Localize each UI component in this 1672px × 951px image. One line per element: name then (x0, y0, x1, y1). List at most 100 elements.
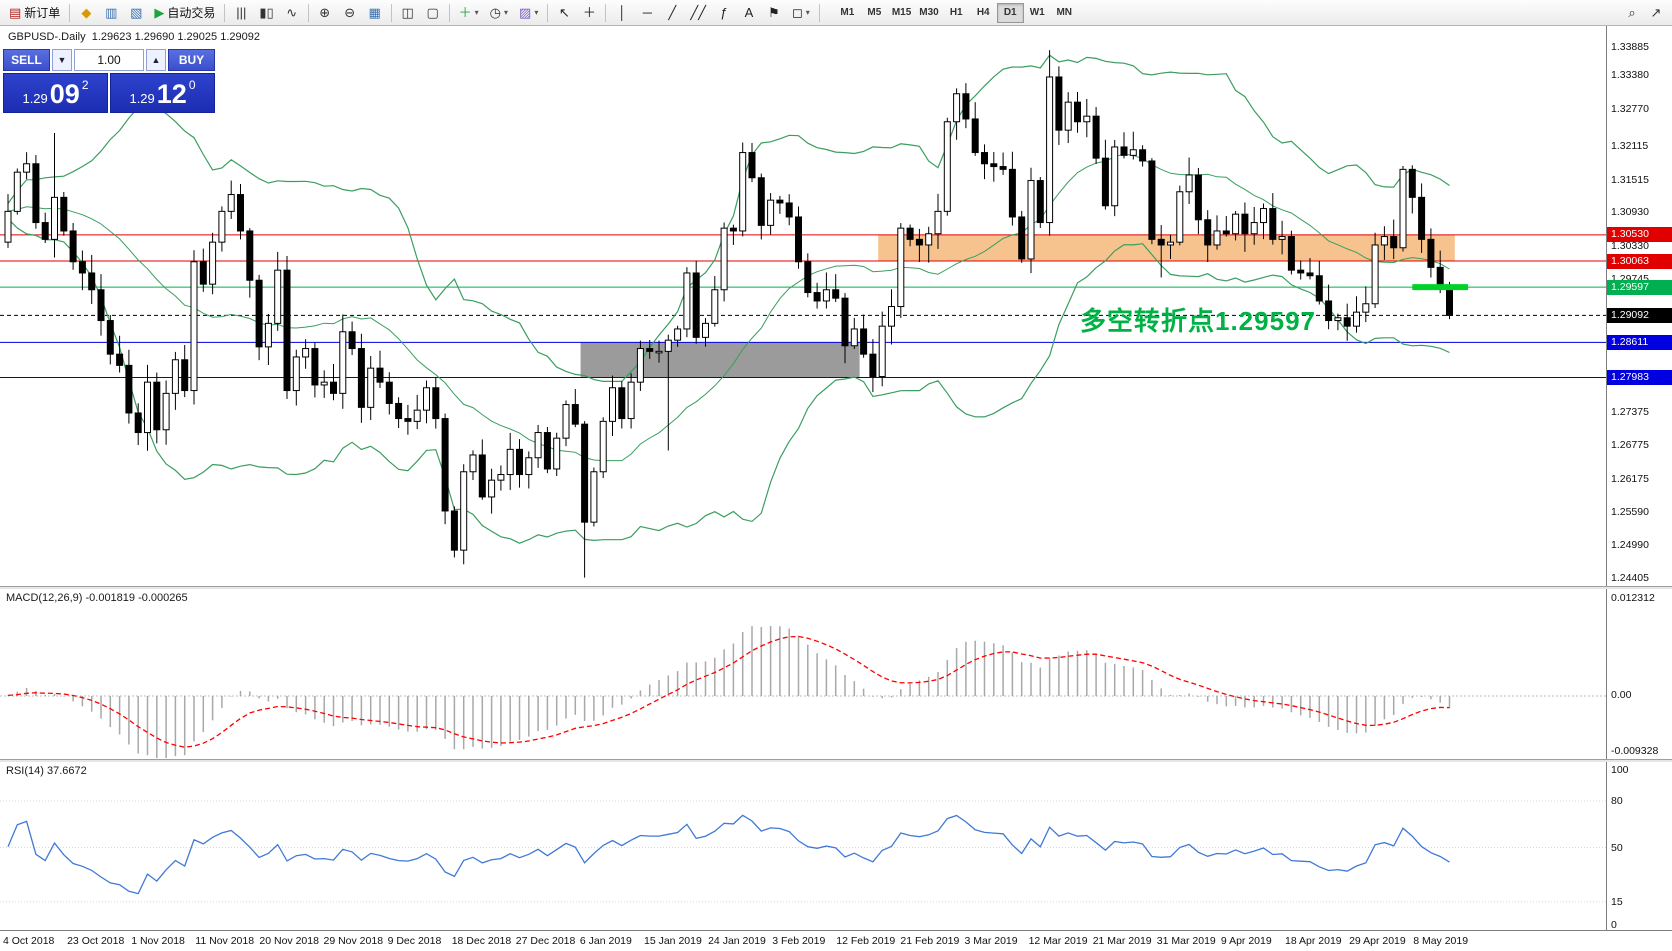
new-order-button[interactable]: ▤ 新订单 (4, 2, 65, 24)
indicators-icon: ＋ (458, 5, 472, 20)
indicators-button[interactable]: ＋ ▾ (454, 2, 484, 24)
profiles-icon: ▧ (130, 5, 143, 20)
line-chart-icon: ∿ (286, 5, 298, 20)
date-label: 29 Apr 2019 (1349, 935, 1406, 947)
candlestick-chart-button[interactable]: ▮▯ (254, 2, 278, 24)
date-label: 15 Jan 2019 (644, 935, 702, 947)
price-tick: 1.27375 (1611, 405, 1649, 418)
buy-button[interactable]: BUY (168, 49, 215, 71)
arrange-windows-icon: ◫ (401, 5, 414, 20)
bollinger-lower-band (7, 218, 1450, 544)
cascade-windows-button[interactable]: ▢ (421, 2, 445, 24)
bid-prefix: 1.29 (22, 90, 48, 106)
macd-scale-max: 0.012312 (1611, 592, 1655, 604)
ask-pipette: 0 (188, 78, 196, 92)
timeframe-h1-button[interactable]: H1 (949, 7, 963, 18)
line-chart-button[interactable]: ∿ (280, 2, 304, 24)
zoom-in-button[interactable]: ⊕ (313, 2, 337, 24)
templates-button[interactable]: ▨ ▾ (514, 2, 543, 24)
zoom-out-button[interactable]: ⊖ (338, 2, 362, 24)
search-button[interactable]: ⌕ (1620, 2, 1644, 24)
toolbar-separator (307, 3, 309, 22)
crosshair-icon: ＋ (582, 5, 596, 20)
volume-down-button[interactable]: ▼ (52, 49, 72, 71)
arrow-label-button[interactable]: ⚑ (762, 2, 786, 24)
tile-windows-button[interactable]: ▦ (363, 2, 387, 24)
bollinger-middle-band (7, 153, 1450, 462)
date-label: 4 Oct 2018 (3, 935, 55, 947)
vertical-line-button[interactable]: │ (610, 2, 634, 24)
rsi-indicator-label: RSI(14) 37.6672 (6, 765, 87, 777)
macd-indicator-label: MACD(12,26,9) -0.001819 -0.000265 (6, 592, 188, 604)
timeframe-mn-button[interactable]: MN (1056, 7, 1072, 18)
main-toolbar: ▤ 新订单 ◆ ▥ ▧ ▶ 自动交易 ||| ▮▯ ∿ ⊕ ⊖ ▦ ◫ ▢ ＋ ▾ ◷ ▾ ▨ ▾ ↖ ＋ │ ─ ╱ ╱╱ ƒ A ⚑ ◻… (0, 0, 1672, 26)
dropdown-caret-icon: ▾ (534, 8, 539, 17)
timeframe-m5-button[interactable]: M5 (867, 7, 882, 18)
timeframe-m15-button[interactable]: M15 (891, 7, 912, 18)
timeframe-w1-button[interactable]: W1 (1029, 7, 1045, 18)
horizontal-line-button[interactable]: ─ (635, 2, 659, 24)
sell-button[interactable]: SELL (3, 49, 50, 71)
profiles-button[interactable]: ▧ (124, 2, 148, 24)
search-icon: ⌕ (1628, 5, 1636, 20)
toolbar-right-group: ⌕ ↗ (1620, 2, 1668, 24)
autotrading-button[interactable]: ▶ 自动交易 (149, 2, 220, 24)
macd-scale-zero: 0.00 (1611, 689, 1632, 701)
shapes-button[interactable]: ◻ ▾ (787, 2, 815, 24)
price-badge: 1.28611 (1607, 334, 1672, 350)
date-label: 18 Dec 2018 (451, 935, 512, 947)
date-label: 21 Mar 2019 (1092, 935, 1152, 947)
bid-price[interactable]: 1.29 09 2 (3, 73, 108, 113)
timeframe-h4-button[interactable]: H4 (976, 7, 990, 18)
date-label: 9 Dec 2018 (387, 935, 442, 947)
bid-big-digits: 09 (49, 79, 80, 109)
rsi-scale: 15 (1611, 895, 1623, 908)
timeframe-d1-button[interactable]: D1 (996, 2, 1024, 23)
date-label: 12 Mar 2019 (1028, 935, 1088, 947)
timeframe-m30-button[interactable]: M30 (919, 7, 939, 18)
date-label: 3 Mar 2019 (964, 935, 1018, 947)
bid-pipette: 2 (81, 78, 89, 92)
date-label: 8 May 2019 (1413, 935, 1469, 947)
symbol-label: GBPUSD-.Daily 1.29623 1.29690 1.29025 1.… (8, 31, 260, 43)
quick-nav-button[interactable]: ↗ (1644, 2, 1668, 24)
date-label: 6 Jan 2019 (579, 935, 632, 947)
cursor-button[interactable]: ↖ (552, 2, 576, 24)
date-label: 9 Apr 2019 (1220, 935, 1272, 947)
pivot-annotation: 多空转折点1.29597 (1080, 306, 1316, 336)
autotrading-icon: ▶ (154, 5, 165, 20)
tile-windows-icon: ▦ (368, 5, 381, 20)
date-label: 3 Feb 2019 (772, 935, 826, 947)
crosshair-button[interactable]: ＋ (577, 2, 601, 24)
one-click-trading-panel: SELL ▼ ▲ BUY 1.29 09 2 1.29 12 0 (3, 49, 215, 113)
new-chart-button[interactable]: ▥ (99, 2, 123, 24)
toolbar-separator (224, 3, 226, 22)
pointer-icon: ↗ (1650, 5, 1662, 20)
ask-price[interactable]: 1.29 12 0 (110, 73, 215, 113)
price-badge: 1.29092 (1607, 307, 1672, 323)
timeframe-m1-button[interactable]: M1 (840, 7, 855, 18)
price-tick: 1.31515 (1611, 173, 1649, 186)
ask-big-digits: 12 (156, 79, 187, 109)
text-button[interactable]: A (737, 2, 761, 24)
price-axis[interactable]: 1.33885 1.33380 1.32770 1.32115 1.31515 1.309… (1606, 26, 1672, 931)
dropdown-caret-icon: ▾ (805, 8, 810, 17)
rsi-panel-splitter[interactable] (0, 759, 1672, 762)
date-axis[interactable]: 4 Oct 2018 23 Oct 2018 1 Nov 2018 11 Nov 20… (0, 930, 1672, 951)
metaeditor-button[interactable]: ◆ (74, 2, 98, 24)
macd-panel-splitter[interactable] (0, 586, 1672, 589)
periods-button[interactable]: ◷ ▾ (485, 2, 513, 24)
rsi-value: 37.6672 (46, 765, 87, 777)
bar-chart-button[interactable]: ||| (229, 2, 253, 24)
dropdown-caret-icon: ▾ (504, 8, 509, 17)
volume-up-button[interactable]: ▲ (146, 49, 166, 71)
fibonacci-button[interactable]: ƒ (712, 2, 736, 24)
arrange-windows-button[interactable]: ◫ (396, 2, 420, 24)
channel-button[interactable]: ╱╱ (685, 2, 711, 24)
trendline-button[interactable]: ╱ (660, 2, 684, 24)
supply-zone (878, 234, 1455, 262)
volume-input[interactable] (74, 49, 144, 71)
date-label: 21 Feb 2019 (900, 935, 960, 947)
candlestick-chart-icon: ▮▯ (259, 5, 274, 20)
